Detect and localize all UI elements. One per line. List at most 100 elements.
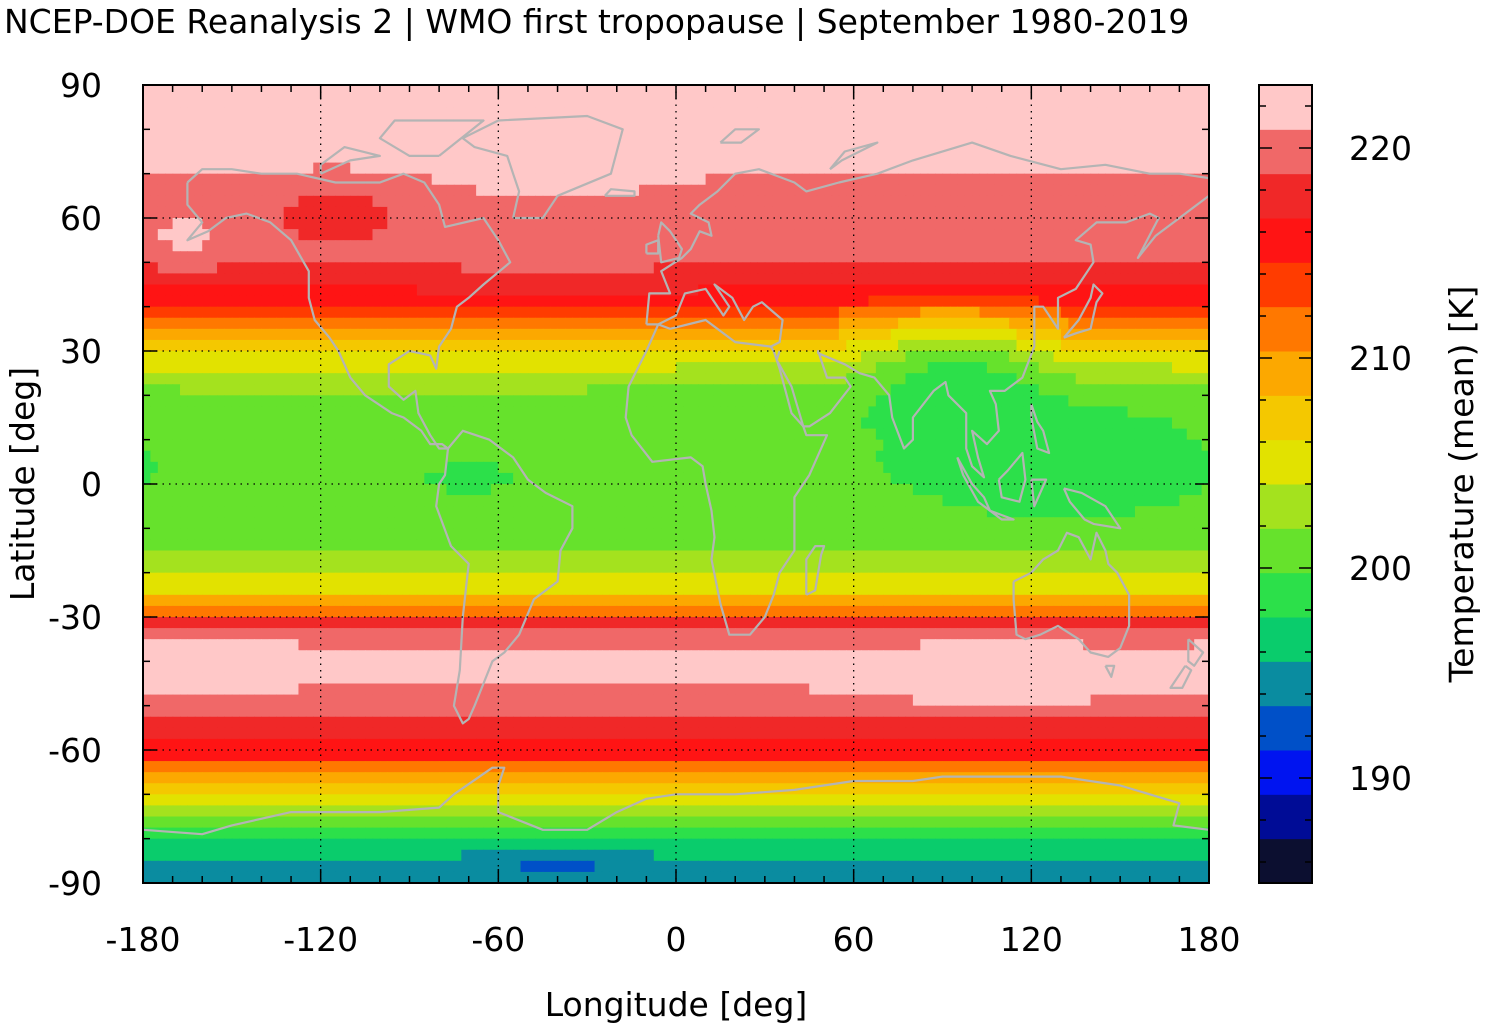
heatmap-cell xyxy=(742,240,751,252)
heatmap-cell xyxy=(476,295,485,308)
heatmap-cell xyxy=(986,362,995,374)
heatmap-cell xyxy=(328,284,337,297)
heatmap-cell xyxy=(727,140,736,153)
heatmap-cell xyxy=(1090,229,1099,241)
heatmap-cell xyxy=(609,461,618,474)
heatmap-cell xyxy=(483,273,492,286)
heatmap-cell xyxy=(838,406,847,419)
heatmap-cell xyxy=(994,406,1003,419)
heatmap-cell xyxy=(920,107,929,119)
heatmap-cell xyxy=(439,284,448,297)
heatmap-cell xyxy=(535,406,544,419)
heatmap-cell xyxy=(616,162,625,175)
heatmap-cell xyxy=(1194,140,1203,153)
heatmap-cell xyxy=(794,151,803,164)
heatmap-cell xyxy=(416,362,425,374)
heatmap-cell xyxy=(276,240,285,252)
heatmap-cell xyxy=(157,317,166,330)
heatmap-cell xyxy=(246,395,255,408)
heatmap-cell xyxy=(861,206,870,219)
heatmap-cell xyxy=(1068,295,1077,308)
heatmap-cell xyxy=(890,140,899,153)
heatmap-cell xyxy=(949,173,958,186)
heatmap-cell xyxy=(1038,384,1047,396)
heatmap-cell xyxy=(601,140,610,153)
heatmap-cell xyxy=(935,306,944,319)
heatmap-cell xyxy=(498,218,507,230)
heatmap-cell xyxy=(705,428,714,441)
heatmap-cell xyxy=(268,96,277,108)
heatmap-cell xyxy=(483,395,492,408)
heatmap-cell xyxy=(1075,373,1084,385)
heatmap-cell xyxy=(1179,140,1188,153)
heatmap-cell xyxy=(594,273,603,286)
heatmap-cell xyxy=(676,373,684,385)
heatmap-cell xyxy=(727,461,736,474)
heatmap-cell xyxy=(165,129,174,142)
heatmap-cell xyxy=(631,306,640,319)
heatmap-cell xyxy=(1201,195,1209,208)
heatmap-cell xyxy=(794,262,803,275)
heatmap-cell xyxy=(564,96,573,108)
heatmap-cell xyxy=(298,262,307,275)
heatmap-cell xyxy=(527,406,536,419)
heatmap-cell xyxy=(646,406,655,419)
heatmap-cell xyxy=(594,373,603,385)
heatmap-cell xyxy=(735,240,744,252)
heatmap-cell xyxy=(579,229,588,241)
heatmap-cell xyxy=(305,118,314,130)
heatmap-cell xyxy=(520,284,529,297)
heatmap-cell xyxy=(905,439,914,452)
heatmap-cell xyxy=(505,173,514,186)
heatmap-cell xyxy=(638,450,647,463)
heatmap-cell xyxy=(676,417,684,430)
heatmap-cell xyxy=(461,195,470,208)
heatmap-cell xyxy=(779,406,788,419)
heatmap-cell xyxy=(994,229,1003,241)
heatmap-cell xyxy=(861,129,870,142)
heatmap-cell xyxy=(861,395,870,408)
heatmap-cell xyxy=(994,251,1003,263)
heatmap-cell xyxy=(853,351,862,363)
heatmap-cell xyxy=(520,439,529,452)
heatmap-cell xyxy=(520,195,529,208)
heatmap-cell xyxy=(1097,206,1106,219)
heatmap-cell xyxy=(1112,328,1121,341)
heatmap-cell xyxy=(1075,273,1084,286)
heatmap-cell xyxy=(550,162,559,175)
heatmap-cell xyxy=(239,273,248,286)
heatmap-cell xyxy=(231,317,240,330)
heatmap-cell xyxy=(157,351,166,363)
heatmap-cell xyxy=(572,229,581,241)
heatmap-cell xyxy=(1127,173,1136,186)
heatmap-cell xyxy=(949,417,958,430)
heatmap-cell xyxy=(394,151,403,164)
heatmap-cell xyxy=(787,140,796,153)
heatmap-cell xyxy=(254,384,263,396)
heatmap-cell xyxy=(927,362,936,374)
heatmap-cell xyxy=(165,107,174,119)
heatmap-cell xyxy=(986,450,995,463)
heatmap-cell xyxy=(824,450,833,463)
heatmap-cell xyxy=(742,461,751,474)
heatmap-cell xyxy=(809,107,818,119)
heatmap-cell xyxy=(394,317,403,330)
heatmap-cell xyxy=(735,184,744,197)
heatmap-cell xyxy=(402,439,411,452)
heatmap-cell xyxy=(1171,129,1180,142)
heatmap-cell xyxy=(1053,118,1062,130)
heatmap-cell xyxy=(387,129,396,142)
heatmap-cell xyxy=(1023,107,1032,119)
heatmap-cell xyxy=(631,417,640,430)
heatmap-cell xyxy=(246,317,255,330)
heatmap-cell xyxy=(750,295,759,308)
heatmap-cell xyxy=(638,218,647,230)
heatmap-cell xyxy=(1127,328,1136,341)
heatmap-cell xyxy=(1060,129,1069,142)
heatmap-cell xyxy=(513,373,522,385)
heatmap-cell xyxy=(787,461,796,474)
heatmap-cell xyxy=(209,118,218,130)
heatmap-cell xyxy=(157,85,166,97)
heatmap-cell xyxy=(1201,151,1209,164)
heatmap-cell xyxy=(757,362,766,374)
